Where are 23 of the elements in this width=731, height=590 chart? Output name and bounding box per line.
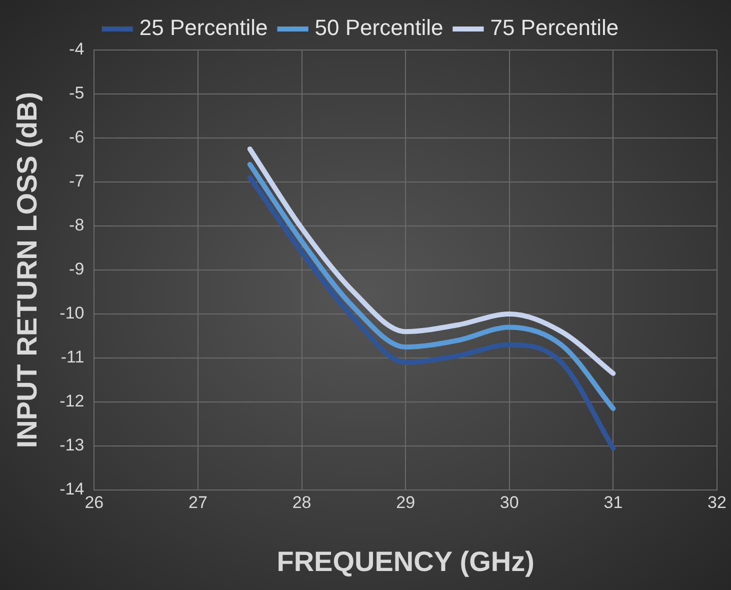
legend-label: 50 Percentile [314,15,444,40]
y-tick-label: -6 [69,128,84,147]
x-axis-title: FREQUENCY (GHz) [276,546,534,577]
x-tick-label: 26 [84,492,104,512]
y-axis-title: INPUT RETURN LOSS (dB) [12,92,43,448]
legend-label: 25 Percentile [139,15,268,40]
y-tick-label: -13 [60,436,84,455]
x-tick-label: 29 [396,492,416,512]
x-tick-label: 32 [708,492,726,512]
legend-label: 75 Percentile [490,15,619,40]
y-tick-label: -7 [69,172,84,191]
y-tick-label: -14 [60,480,84,499]
y-tick-label: -4 [69,40,84,59]
y-tick-label: -11 [60,348,84,367]
y-tick-label: -12 [60,392,84,411]
x-tick-label: 30 [500,492,519,512]
x-tick-label: 28 [292,492,312,512]
x-tick-label: 27 [188,492,208,512]
y-tick-label: -8 [69,216,84,235]
y-tick-label: -9 [69,260,84,279]
y-tick-label: -10 [60,304,84,323]
y-tick-label: -5 [69,84,84,103]
x-tick-label: 31 [604,492,623,512]
